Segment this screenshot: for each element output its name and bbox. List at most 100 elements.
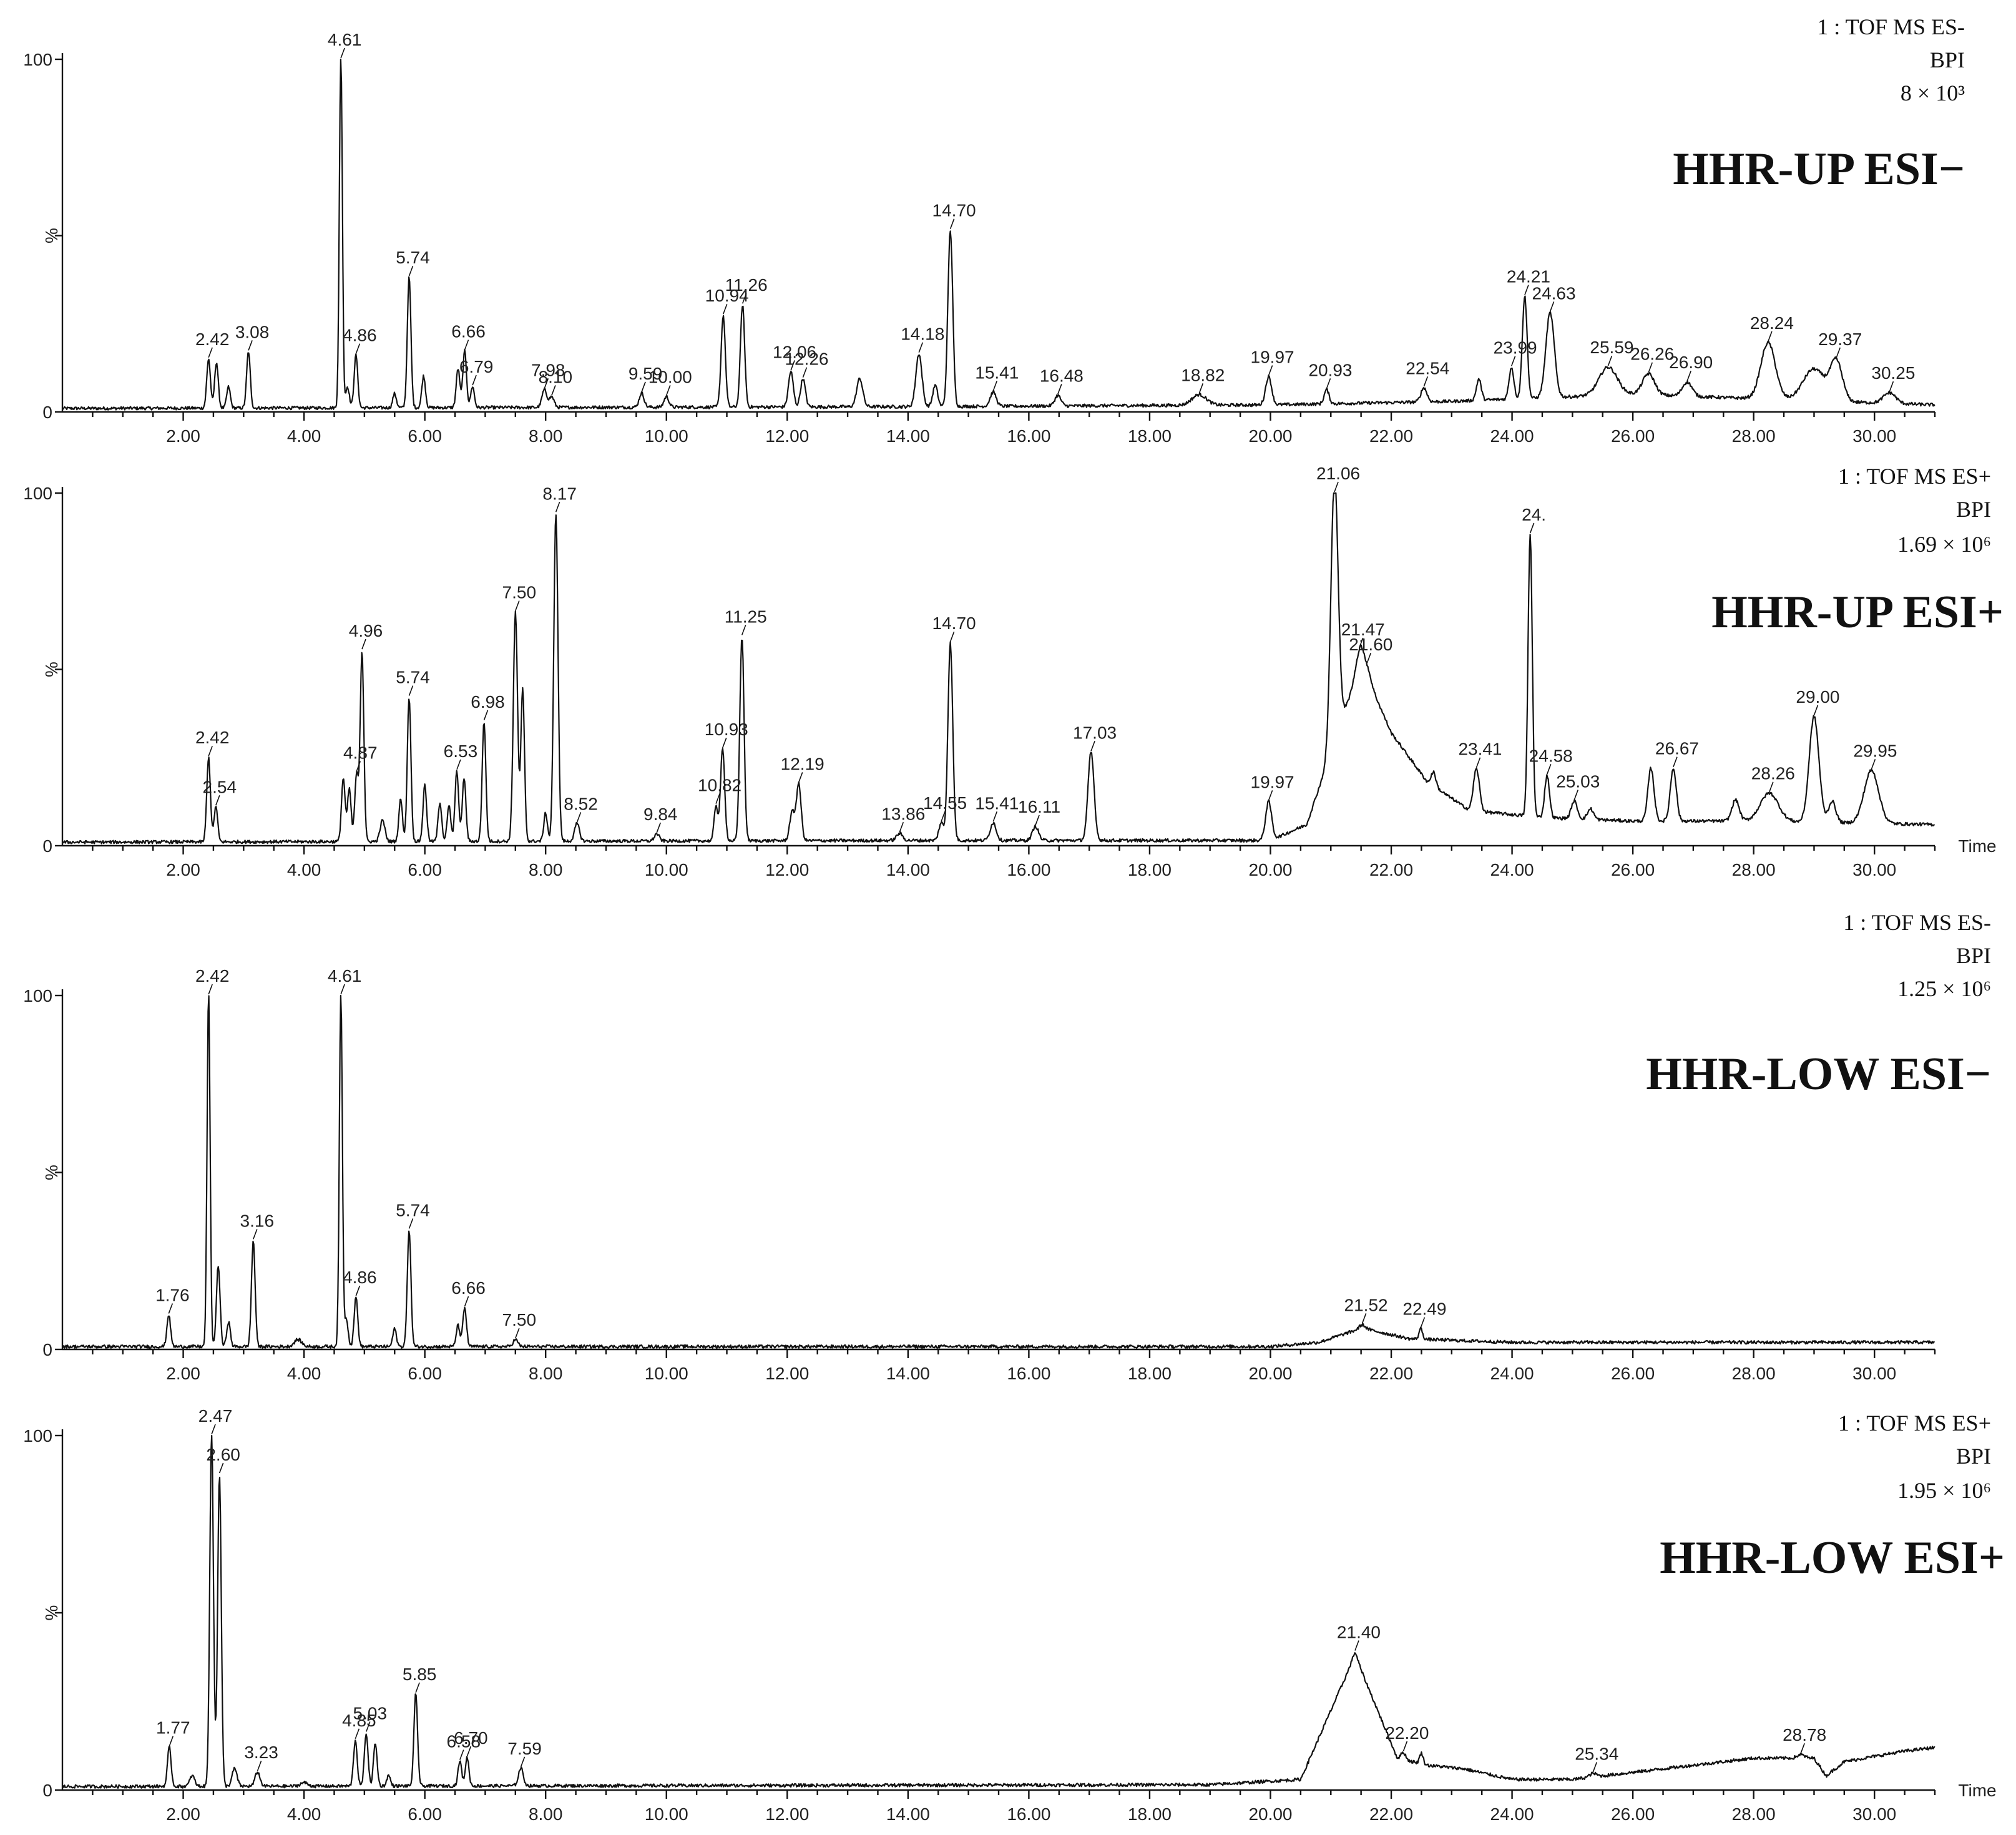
peak-leader [1423, 376, 1429, 387]
peak-leader [899, 821, 904, 833]
peak-leader [802, 367, 808, 378]
x-tick-label: 28.00 [1732, 1364, 1776, 1383]
peak-label: 15.41 [975, 363, 1019, 382]
peak-leader [356, 761, 361, 771]
x-tick-label: 24.00 [1490, 1364, 1534, 1383]
x-tick-label: 26.00 [1611, 860, 1655, 879]
peak-label: 2.42 [195, 966, 230, 986]
peak-label: 14.18 [901, 325, 944, 344]
peak-leader [408, 265, 414, 276]
peak-label: 28.78 [1783, 1725, 1826, 1744]
peak-label: 18.82 [1181, 365, 1225, 384]
peak-label: 8.10 [539, 367, 573, 386]
x-tick-label: 8.00 [529, 1364, 563, 1383]
peak-leader [918, 342, 924, 353]
peak-leader [992, 380, 998, 391]
peak-leader [1420, 1317, 1426, 1328]
peak-label: 2.60 [206, 1445, 240, 1464]
peak-leader [218, 1462, 224, 1474]
chromatogram-trace [62, 994, 1935, 1349]
peak-leader [1090, 740, 1095, 751]
peak-leader [1475, 757, 1481, 768]
peak-label: 21.40 [1337, 1622, 1381, 1642]
x-tick-label: 20.00 [1248, 860, 1292, 879]
peak-leader [1035, 815, 1040, 826]
y-axis-label: % [42, 1605, 61, 1621]
x-tick-label: 14.00 [886, 860, 930, 879]
peak-label: 7.98 [531, 360, 565, 379]
peak-leader [641, 381, 646, 393]
x-tick-label: 30.00 [1852, 860, 1896, 879]
peak-leader [949, 631, 955, 642]
chromatogram-panel-1: 0% 100 2.00 4.00 6.00 8.00 10.00 12.00 14.00 16.0… [23, 14, 1965, 446]
x-tick-label: 30.00 [1852, 1804, 1896, 1824]
x-tick-label: 10.00 [645, 1364, 688, 1383]
x-tick-label: 26.00 [1611, 1804, 1655, 1824]
peak-label: 3.08 [235, 322, 270, 341]
peak-leader [1573, 790, 1579, 800]
peak-label: 25.34 [1575, 1744, 1618, 1763]
peak-label: 4.85 [342, 1711, 376, 1730]
peak-label: 11.25 [725, 607, 767, 626]
peak-label: 12.19 [781, 754, 825, 773]
peak-label: 12.06 [773, 342, 816, 361]
peak-label: 15.41 [975, 793, 1019, 813]
panel-title: HHR-UP ESI− [1673, 144, 1965, 195]
y-axis-label: % [42, 228, 61, 243]
peak-label: 7.59 [507, 1739, 542, 1758]
trace-info-line: 1 : TOF MS ES- [1843, 910, 1991, 935]
peak-label: 5.74 [396, 668, 430, 687]
peak-label: 10.82 [698, 776, 741, 795]
peak-label: 4.96 [349, 621, 383, 640]
peak-label: 29.95 [1853, 741, 1897, 760]
x-tick-label: 2.00 [166, 1364, 200, 1383]
peak-leader [941, 811, 946, 822]
x-tick-label: 6.00 [408, 860, 442, 879]
peak-label: 13.86 [881, 804, 925, 823]
y-tick-label: 0 [42, 403, 52, 422]
peak-label: 24.58 [1529, 746, 1573, 765]
peak-leader [1836, 347, 1841, 358]
x-tick-label: 14.00 [886, 1364, 930, 1383]
peak-leader [208, 745, 213, 756]
x-axis-label: Time [1958, 1781, 1996, 1800]
y-tick-label: 0 [42, 836, 52, 856]
x-tick-label: 2.00 [166, 860, 200, 879]
chromatogram-panel-3: 0% 100 2.00 4.00 6.00 8.00 10.00 12.00 14.00 16.0… [23, 910, 1991, 1383]
peak-leader [208, 984, 213, 995]
trace-info-line: 1.25 × 10⁶ [1897, 976, 1991, 1001]
peak-leader [1871, 759, 1876, 770]
peak-label: 5.03 [353, 1703, 388, 1723]
peak-leader [515, 1328, 520, 1339]
peak-leader [798, 772, 803, 783]
peak-label: 21.47 [1341, 620, 1385, 639]
x-tick-label: 16.00 [1007, 426, 1050, 446]
peak-leader [361, 639, 366, 650]
x-tick-label: 6.00 [408, 1804, 442, 1824]
peak-leader [1768, 331, 1773, 342]
peak-label: 25.03 [1556, 772, 1600, 791]
panel-title: HHR-LOW ESI− [1646, 1049, 1991, 1100]
peak-label: 2.54 [203, 777, 237, 796]
peak-leader [169, 1736, 174, 1746]
peak-leader [656, 822, 662, 833]
peak-leader [722, 303, 728, 315]
chromatogram-panel-2: 0% 100 2.00 4.00 6.00 8.00 10.00 12.00 14.00 16.0… [23, 464, 2004, 879]
y-axis-label: % [42, 662, 61, 677]
x-tick-label: 8.00 [529, 860, 563, 879]
trace-info-line: 1 : TOF MS ES+ [1838, 464, 1991, 489]
trace-info-line: 1.95 × 10⁶ [1897, 1478, 1991, 1503]
peak-leader [215, 795, 220, 806]
peak-label: 16.11 [1018, 797, 1060, 816]
x-tick-label: 30.00 [1852, 426, 1896, 446]
peak-leader [722, 737, 727, 748]
peak-leader [1354, 1640, 1359, 1651]
chromatogram-panel-4: 0% 100 2.00 4.00 6.00 8.00 10.00 12.00 14.00 16.0… [23, 1406, 2005, 1824]
peak-label: 7.50 [502, 1310, 537, 1329]
peak-label: 8.52 [564, 794, 598, 813]
peak-label: 4.61 [328, 30, 362, 49]
x-tick-label: 2.00 [166, 1804, 200, 1824]
x-tick-label: 12.00 [765, 860, 809, 879]
